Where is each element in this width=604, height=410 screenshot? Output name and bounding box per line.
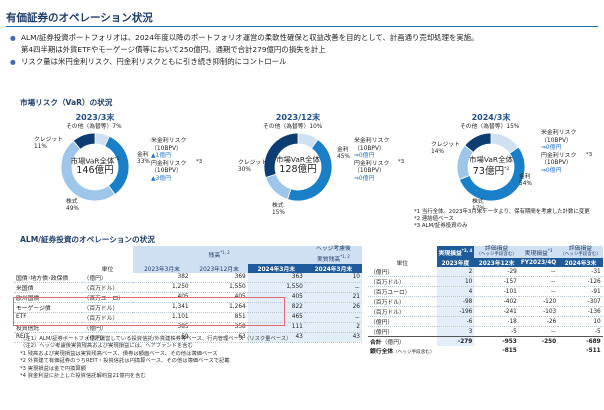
slice-label-equity: 株式 15%	[272, 203, 285, 216]
donut-period-title: 2024/3末	[471, 113, 511, 122]
eval-group-header: 評価損益 （ヘッジ手段含む）	[474, 246, 519, 258]
donut-slice	[265, 173, 292, 200]
risk-footnote-ref: *3	[398, 159, 405, 165]
var-total-label: 市場VaR全体*1 146億円	[70, 156, 120, 177]
table-row: （億円） 3 -5 － -5	[368, 326, 603, 337]
table-row: REIT （億円） 69 63 43 43	[14, 332, 362, 343]
realized-group-header: 実現損益*3	[518, 246, 559, 258]
profit-loss-table: 実現損益*3, 4 評価損益 （ヘッジ手段含む） 実現損益*3 評価損益 （ヘッジ手…	[368, 246, 603, 355]
operations-heading: ALM/証券投資のオペレーションの状況	[20, 235, 155, 244]
donut-slice	[72, 132, 96, 150]
col-header: FY2023/4Q	[518, 258, 559, 267]
slice-label-equity: 株式 49%	[66, 199, 79, 212]
var-donut-chart	[60, 132, 130, 202]
risk-footnote-ref: *3	[586, 152, 593, 158]
slice-label-other: その他（為替等）7%	[66, 124, 122, 130]
table-row: （百万ユーロ） 4 -101 － -91	[368, 286, 603, 297]
bullet-subline: 第4四半期は外貨ETFやモーゲージ債等において250億円、通期で合計279億円の…	[21, 45, 326, 54]
table-row: （百万ドル） 10 -157 － -126	[368, 276, 603, 287]
slice-label-rate: 金利 33%	[137, 152, 150, 165]
var-footnotes: *1 当行全体。2023年3月末データより、保有期間を考慮した計数に変更 *2 …	[414, 209, 590, 229]
interest-risk-box: 米金利リスク （10BPV） ⇒0億円 円金利リスク （10BPV） ⇒0億円	[541, 130, 577, 174]
col-header: 2024年3月末	[247, 263, 305, 273]
slice-label-rate: 金利 45%	[337, 147, 350, 160]
col-header: 2023年度	[436, 258, 475, 267]
table-row: 米国債 （百万ドル） 1,250 1,550 1,550 －	[14, 282, 362, 293]
eval-group-header: 評価損益 （ヘッジ手段含む）	[558, 246, 603, 258]
interest-risk-box: 米金利リスク （10BPV） ⇒0億円 円金利リスク （10BPV） ⇒0億円	[354, 138, 390, 182]
slice-label-other: その他（為替等）10%	[263, 124, 323, 130]
risk-footnote-ref: *3	[196, 159, 203, 165]
slice-label-credit: クレジット 30%	[238, 160, 267, 173]
slice-label-credit: クレジット 11%	[34, 137, 63, 150]
unit-header: 単位	[101, 266, 114, 273]
hedge-group-header: ヘッジ考慮後 実質残高*1, 2	[304, 246, 362, 264]
donut-period-title: 2023/12末	[275, 113, 321, 122]
bullet-item: ALM/証券投資ポートフォリオは、2024年度以降のポートフォリオ運営の柔軟性確…	[10, 32, 479, 44]
slice-label-equity: 株式 17%	[472, 199, 485, 212]
summary-bullets: ALM/証券投資ポートフォリオは、2024年度以降のポートフォリオ運営の柔軟性確…	[10, 32, 479, 68]
interest-risk-box: 米金利リスク （10BPV） ▲1億円 円金利リスク （10BPV） ▲3億円	[151, 138, 187, 182]
highlight-box	[13, 297, 285, 326]
col-header: 2024年3末	[558, 258, 603, 267]
table-row: 投資信託 （億円） 385 358 111 2	[14, 322, 362, 333]
var-total-label: 市場VaR全体 128億円	[276, 155, 320, 175]
table-row: モーゲージ債 （百万ドル） 1,341 1,264 822 26	[14, 302, 362, 313]
footnotes: （注1）ALM/証券ポートフォリオ運営している投資信託/外貨建株券等ベース、行内…	[20, 336, 292, 380]
table-row: （億円） -6 -18 -26 10	[368, 316, 603, 327]
donut-slice	[464, 132, 492, 153]
var-total-label: 市場VaR全体 73億円*2	[469, 155, 513, 178]
market-risk-heading: 市場リスク（VaR）の状況	[20, 98, 113, 107]
bank-total-row: 銀行全体（ヘッジ手段含む） -815 -511	[370, 347, 601, 356]
total-row: 合計（億円） -279 -953 -250 -689	[368, 336, 603, 346]
slice-label-rate: 金利 54%	[519, 174, 532, 187]
page-title: 有価証券のオペレーション状況	[6, 12, 153, 24]
table-row: （百万ドル） -196 -241 -103 -136	[368, 306, 603, 317]
bullet-item: リスク量は米円金利リスク、円金利リスクともに引き続き抑制的にコントロール	[10, 56, 479, 68]
table-row: 国債･地方債･政保債 （億円） 382 369 363 10	[14, 272, 362, 283]
table-row: （百万ドル） -98 -402 -120 -307	[368, 296, 603, 307]
title-underline	[6, 26, 598, 27]
col-header: 2023年3月末	[133, 263, 191, 273]
slice-label-credit: クレジット 14%	[431, 142, 460, 155]
col-header: 2024年3月末	[304, 263, 362, 273]
col-header: 2023年12末	[474, 258, 519, 267]
var-donut-chart	[263, 132, 333, 202]
slice-label-other: その他（為替等）15%	[460, 124, 520, 130]
table-row: （億円） 2 -29 － -31	[368, 267, 603, 277]
unit-header: 単位	[396, 261, 409, 267]
donut-period-title: 2023/3末	[75, 113, 115, 122]
var-donut-chart	[456, 132, 526, 202]
portfolio-balance-table: 残高*1, 2 ヘッジ考慮後 実質残高*1, 2 単位 2023年3月末 2023…	[14, 246, 362, 343]
table-row: ETF （百万ドル） 1,101 851 465 －	[14, 312, 362, 323]
col-header: 2023年12月末	[190, 263, 248, 273]
donut-slice	[263, 132, 299, 179]
balance-group-header: 残高*1, 2	[133, 246, 305, 264]
realized-group-header: 実現損益*3, 4	[436, 246, 475, 258]
